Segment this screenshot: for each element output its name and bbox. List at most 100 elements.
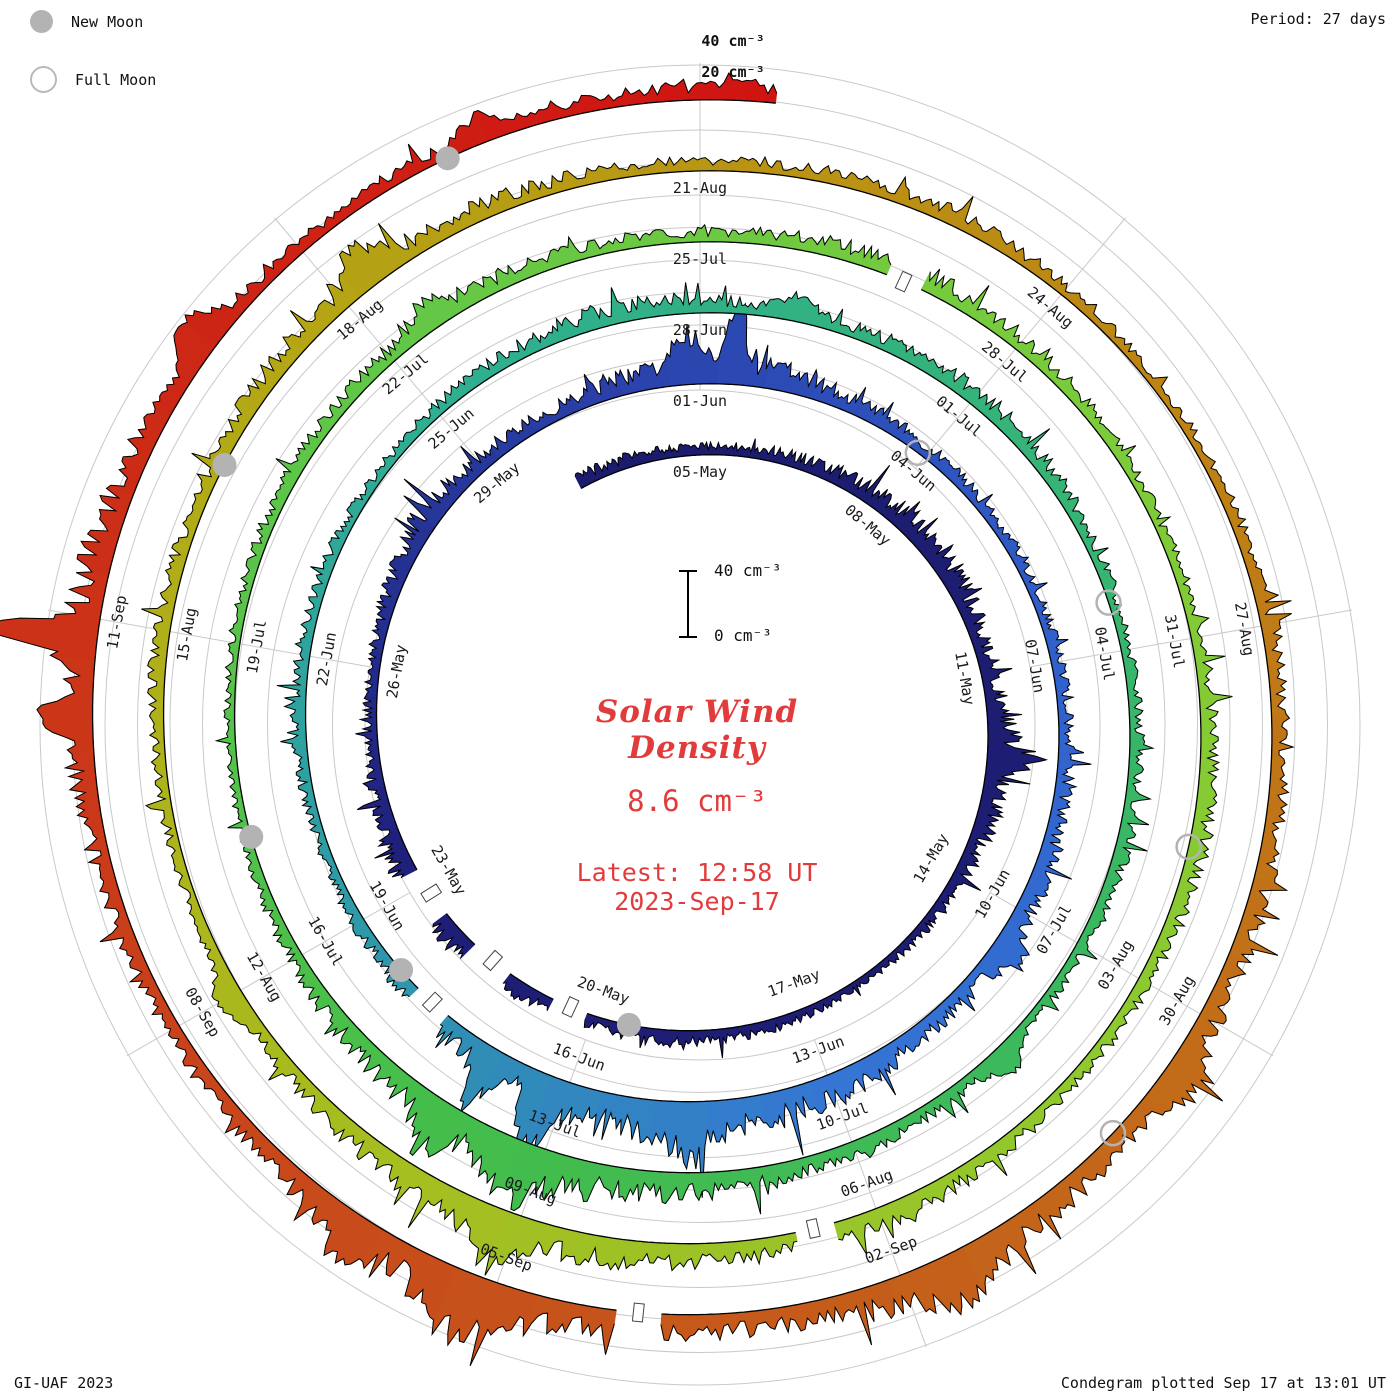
gap-marker — [561, 996, 580, 1018]
data-segment — [374, 829, 418, 879]
legend-full-moon: Full Moon — [30, 66, 156, 93]
data-segment — [834, 308, 897, 354]
credit-right: Condegram plotted Sep 17 at 13:01 UT — [1060, 1374, 1386, 1392]
credit-left: GI-UAF 2023 — [14, 1374, 114, 1392]
data-segment — [339, 479, 380, 532]
date-label: 31-Jul — [1161, 613, 1188, 669]
data-segment — [692, 1026, 737, 1059]
data-segment — [145, 768, 180, 846]
data-segment — [1065, 907, 1107, 968]
gap-marker — [420, 883, 443, 903]
data-outline — [0, 72, 778, 1367]
date-label: 17-May — [765, 965, 822, 1000]
data-segment — [941, 964, 993, 1019]
spiral-baseline — [162, 170, 1273, 1316]
data-segment — [342, 901, 384, 952]
data-segment — [1046, 780, 1077, 835]
gap-marker — [482, 949, 504, 972]
data-segment — [262, 216, 339, 282]
date-label: 25-Jul — [673, 250, 727, 268]
data-segment — [177, 470, 220, 547]
data-segment — [0, 571, 109, 661]
data-segment — [648, 443, 688, 463]
spiral-baseline — [509, 973, 554, 1000]
data-outline — [503, 981, 548, 1011]
date-label: 22-Jun — [313, 631, 340, 687]
data-segment — [611, 450, 651, 474]
data-segment — [762, 445, 807, 470]
data-segment — [165, 841, 203, 917]
chart-title: Solar Wind Density — [596, 694, 798, 766]
scale-bar-bottom-label: 0 cm⁻³ — [714, 626, 772, 645]
date-label: 21-Aug — [673, 179, 727, 197]
gap-marker — [631, 1302, 645, 1323]
date-label: 11-Sep — [103, 594, 130, 650]
data-segment — [799, 453, 844, 486]
date-label: 15-Aug — [173, 606, 200, 662]
data-segment — [1027, 452, 1079, 507]
data-segment — [1124, 670, 1144, 733]
data-segment — [83, 828, 126, 913]
data-outline — [838, 268, 1233, 1255]
date-label: 19-Jun — [366, 878, 409, 934]
date-label: 10-Jun — [971, 866, 1014, 922]
spiral-baseline — [233, 241, 1131, 1174]
scale-bar-cap-top — [679, 570, 697, 572]
date-label: 03-Aug — [1094, 937, 1137, 993]
data-outline — [431, 922, 464, 959]
data-segment — [815, 982, 861, 1013]
spiral-baseline — [375, 383, 1060, 1103]
latest-date: 2023-Sep-17 — [614, 887, 780, 916]
data-segment — [1123, 463, 1171, 531]
data-segment — [1127, 349, 1183, 421]
moon-marker-full — [1099, 1119, 1127, 1147]
data-segment — [662, 282, 723, 316]
data-segment — [1029, 830, 1072, 888]
data-segment — [712, 156, 792, 177]
data-segment — [234, 554, 262, 621]
date-label: 16-Jul — [304, 913, 347, 969]
spiral-baseline — [445, 913, 476, 945]
data-segment — [808, 1279, 895, 1346]
date-label: 20-May — [575, 973, 632, 1008]
gap-marker — [805, 1218, 821, 1239]
legend-full-moon-label: Full Moon — [75, 70, 157, 89]
data-segment — [1055, 730, 1092, 783]
grid-spoke — [989, 892, 1274, 1057]
data-segment — [583, 1013, 609, 1029]
date-label: 02-Sep — [863, 1232, 920, 1267]
data-segment — [1070, 292, 1137, 359]
data-outline — [214, 223, 1155, 1215]
spiral-baseline — [580, 454, 989, 1032]
data-segment — [322, 852, 355, 909]
data-segment — [238, 336, 305, 412]
latest-time: Latest: 12:58 UT — [576, 858, 818, 887]
moon-marker-full — [1095, 589, 1122, 616]
date-label: 26-May — [383, 643, 410, 699]
data-segment — [368, 601, 395, 653]
legend-new-moon-label: New Moon — [71, 12, 144, 31]
spiral-baseline — [91, 99, 776, 1311]
date-label: 07-Jul — [1033, 901, 1076, 957]
data-segment — [291, 745, 316, 803]
data-segment — [1034, 348, 1096, 415]
data-segment — [523, 236, 592, 279]
moon-marker-new — [435, 146, 460, 171]
date-label: 05-May — [673, 463, 727, 481]
chart-title-line2: Density — [628, 730, 766, 766]
data-segment — [865, 176, 948, 221]
data-segment — [917, 1153, 986, 1205]
radial-scale-outer-label: 40 cm⁻³ — [701, 32, 765, 50]
data-segment — [99, 909, 159, 995]
scale-bar-line — [687, 571, 689, 637]
data-outline — [355, 302, 1092, 1198]
current-value: 8.6 cm⁻³ — [627, 784, 767, 818]
data-segment — [811, 377, 866, 417]
moon-marker-new — [212, 453, 237, 478]
date-label: 11-May — [951, 650, 978, 706]
moon-marker-new — [616, 1012, 641, 1037]
data-segment — [490, 415, 538, 460]
data-segment — [190, 1059, 255, 1137]
